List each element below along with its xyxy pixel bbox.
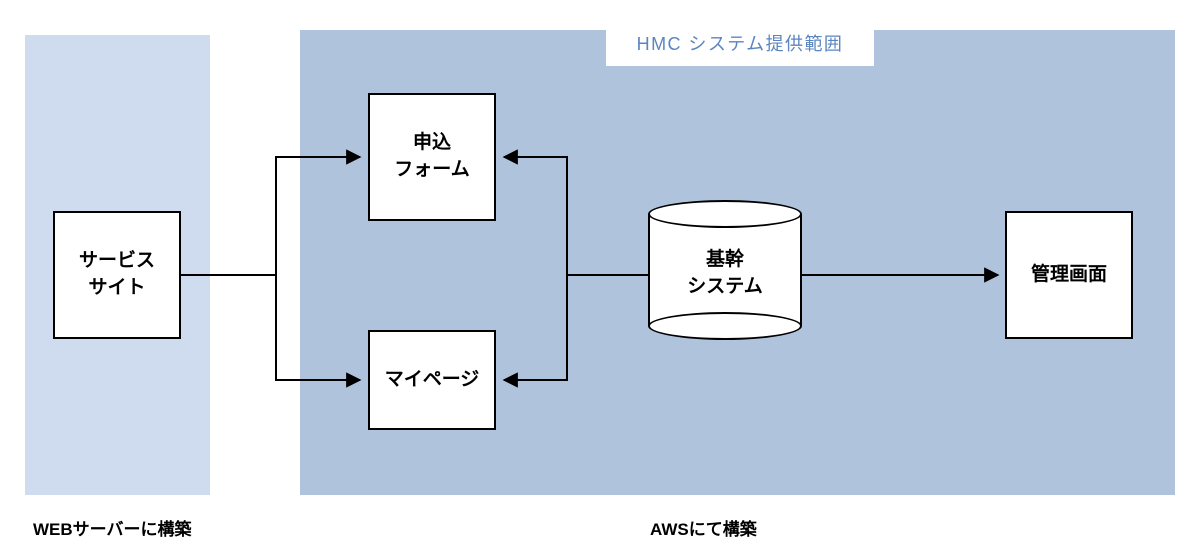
node-admin: 管理画面 (1005, 211, 1133, 339)
zone-label-hmc-zone: AWSにて構築 (650, 515, 757, 540)
hmc-title-box: HMC システム提供範囲 (606, 22, 874, 66)
node-mypage: マイページ (368, 330, 496, 430)
diagram-stage: WEBサーバーに構築 AWSにて構築 HMC システム提供範囲サービス サイト 申込 … (0, 0, 1200, 560)
node-service-site: サービス サイト (53, 211, 181, 339)
zone-label-web-zone: WEBサーバーに構築 (33, 515, 192, 540)
node-apply-form: 申込 フォーム (368, 93, 496, 221)
node-core-system: 基幹 システム (648, 200, 802, 340)
